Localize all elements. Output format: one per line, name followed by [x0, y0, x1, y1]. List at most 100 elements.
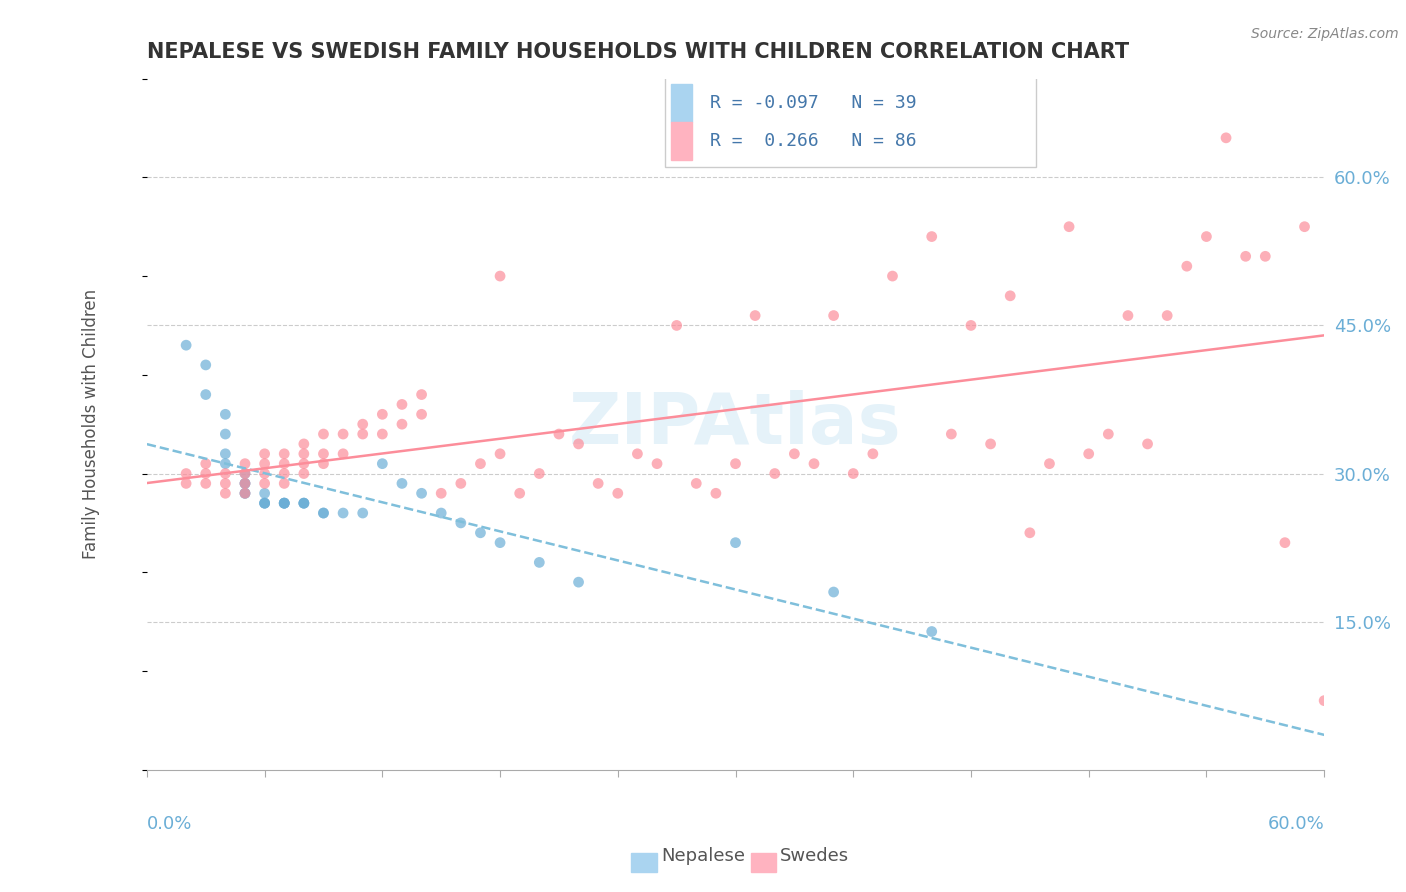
Point	[292, 447, 315, 461]
Point	[174, 476, 197, 491]
Point	[332, 427, 354, 442]
Point	[292, 457, 315, 471]
Point	[529, 467, 551, 481]
Point	[548, 427, 571, 442]
Point	[174, 467, 197, 481]
Text: Nepalese: Nepalese	[661, 847, 745, 865]
Point	[685, 476, 707, 491]
Point	[430, 486, 453, 500]
Point	[214, 457, 236, 471]
Point	[1018, 525, 1040, 540]
Point	[233, 486, 256, 500]
Point	[214, 427, 236, 442]
Point	[292, 496, 315, 510]
Point	[391, 417, 413, 432]
Point	[882, 268, 904, 283]
FancyBboxPatch shape	[671, 122, 692, 160]
Point	[1234, 249, 1257, 263]
Point	[391, 476, 413, 491]
Point	[626, 447, 648, 461]
Point	[1057, 219, 1080, 234]
Point	[312, 506, 335, 520]
Point	[606, 486, 628, 500]
Point	[194, 457, 217, 471]
Point	[1156, 309, 1178, 323]
Point	[842, 467, 865, 481]
Point	[783, 447, 806, 461]
Point	[411, 407, 433, 421]
Point	[489, 447, 512, 461]
Point	[273, 467, 295, 481]
Point	[312, 457, 335, 471]
Point	[253, 496, 276, 510]
Point	[233, 486, 256, 500]
Point	[724, 457, 747, 471]
Point	[273, 496, 295, 510]
Point	[1077, 447, 1099, 461]
Point	[941, 427, 963, 442]
Text: R = -0.097   N = 39: R = -0.097 N = 39	[710, 94, 917, 112]
Point	[214, 467, 236, 481]
Point	[273, 496, 295, 510]
Point	[665, 318, 688, 333]
Point	[273, 447, 295, 461]
Point	[744, 309, 766, 323]
Point	[1195, 229, 1218, 244]
Point	[233, 486, 256, 500]
Point	[1116, 309, 1139, 323]
Point	[253, 486, 276, 500]
Point	[430, 506, 453, 520]
Point	[489, 535, 512, 549]
Point	[273, 457, 295, 471]
Point	[332, 447, 354, 461]
Point	[1333, 190, 1355, 204]
Point	[567, 437, 589, 451]
Point	[214, 447, 236, 461]
Point	[312, 427, 335, 442]
Point	[470, 457, 492, 471]
Point	[411, 387, 433, 401]
Point	[194, 476, 217, 491]
Point	[763, 467, 786, 481]
Point	[509, 486, 531, 500]
Point	[292, 496, 315, 510]
Point	[214, 486, 236, 500]
Point	[371, 407, 394, 421]
Point	[1254, 249, 1277, 263]
Point	[450, 476, 472, 491]
Point	[214, 476, 236, 491]
Text: R =  0.266   N = 86: R = 0.266 N = 86	[710, 132, 917, 150]
FancyBboxPatch shape	[671, 84, 692, 122]
Point	[292, 437, 315, 451]
Text: 60.0%: 60.0%	[1267, 814, 1324, 832]
Point	[1097, 427, 1119, 442]
Point	[1215, 131, 1237, 145]
Point	[862, 447, 884, 461]
Point	[312, 447, 335, 461]
Point	[921, 229, 943, 244]
Point	[233, 476, 256, 491]
Point	[352, 506, 374, 520]
Point	[823, 585, 845, 599]
Point	[312, 506, 335, 520]
Point	[489, 268, 512, 283]
Point	[352, 417, 374, 432]
Point	[567, 575, 589, 590]
Point	[1136, 437, 1159, 451]
Point	[411, 486, 433, 500]
Point	[724, 535, 747, 549]
Point	[253, 496, 276, 510]
Text: ZIPAtlas: ZIPAtlas	[569, 390, 901, 458]
Point	[1038, 457, 1060, 471]
Point	[253, 496, 276, 510]
Text: Source: ZipAtlas.com: Source: ZipAtlas.com	[1251, 27, 1399, 41]
Text: NEPALESE VS SWEDISH FAMILY HOUSEHOLDS WITH CHILDREN CORRELATION CHART: NEPALESE VS SWEDISH FAMILY HOUSEHOLDS WI…	[146, 42, 1129, 62]
Point	[529, 556, 551, 570]
Point	[214, 407, 236, 421]
Point	[1274, 535, 1296, 549]
Point	[194, 467, 217, 481]
Point	[233, 476, 256, 491]
Point	[233, 457, 256, 471]
Point	[704, 486, 727, 500]
Point	[352, 427, 374, 442]
